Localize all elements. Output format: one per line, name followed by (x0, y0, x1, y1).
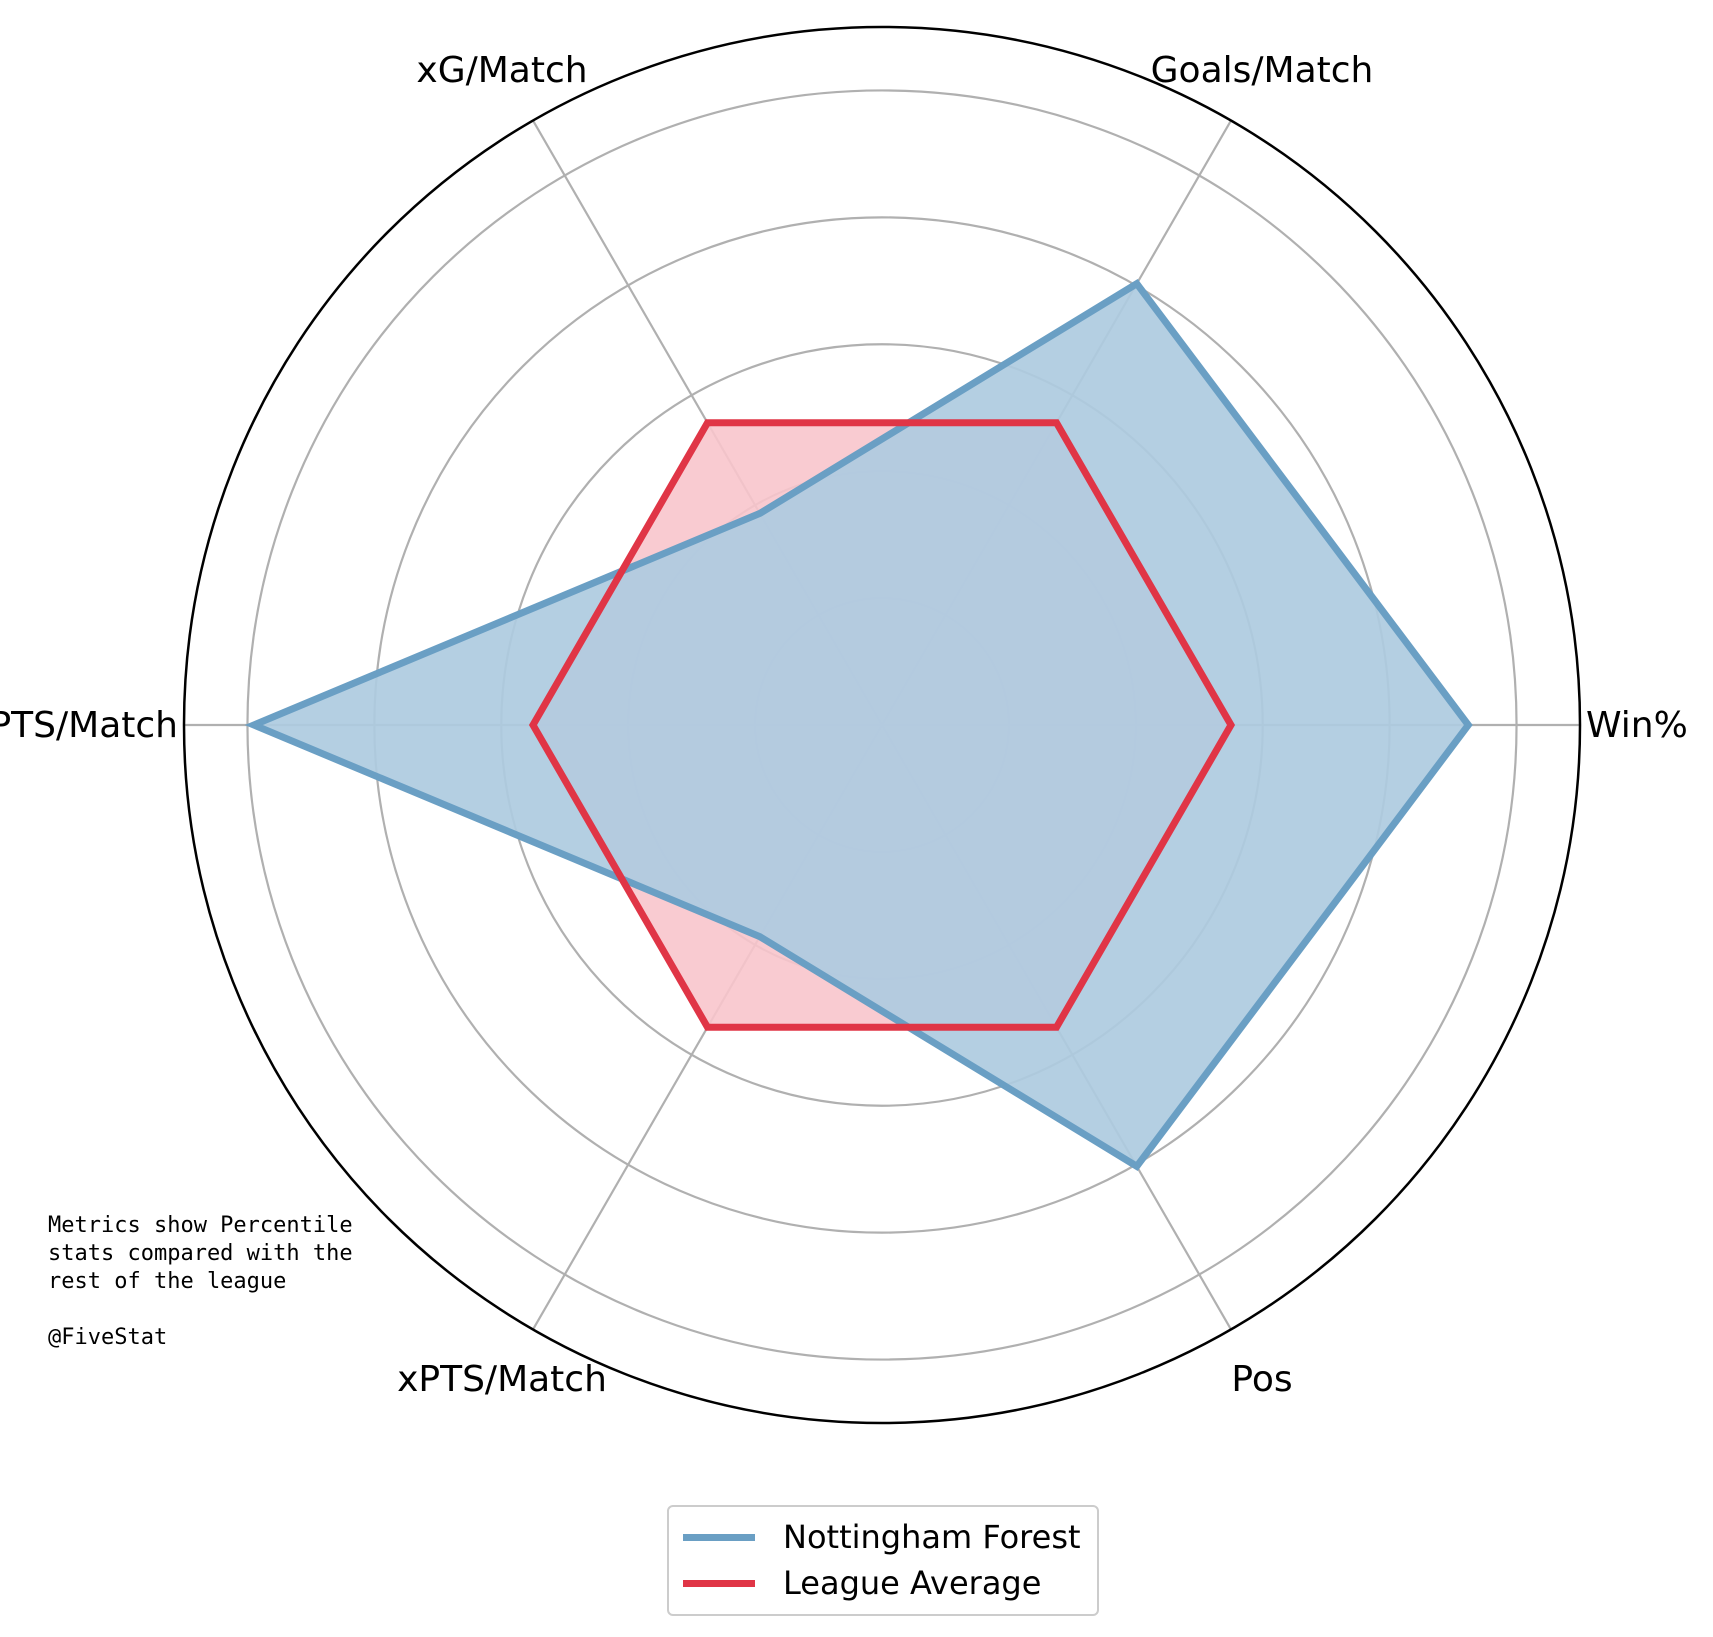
footnote-line-3: rest of the league (48, 1269, 287, 1294)
axis-label-pts-match: PTS/Match (0, 705, 178, 746)
axis-label-goals-match: Goals/Match (1151, 50, 1374, 91)
series-layer (244, 279, 1473, 1171)
legend: Nottingham Forest League Average (667, 1505, 1099, 1616)
legend-swatch-nottingham-forest (683, 1533, 755, 1541)
footnote-line-1: Metrics show Percentile (48, 1213, 353, 1238)
axis-labels: Win% Goals/Match xG/Match PTS/Match xPTS/Mat… (0, 50, 1688, 1400)
footnote-credit: @FiveStat (48, 1325, 168, 1350)
axis-label-win-: Win% (1586, 705, 1688, 746)
legend-label: League Average (783, 1564, 1042, 1602)
series-area-overlay (253, 283, 1469, 1167)
legend-item-league-average: League Average (683, 1563, 1041, 1603)
outer-ring (182, 25, 1582, 1425)
axis-label-xpts-match: xPTS/Match (397, 1359, 607, 1400)
legend-label: Nottingham Forest (783, 1518, 1081, 1556)
footnote: Metrics show Percentile stats compared w… (48, 1212, 353, 1352)
legend-item-nottingham-forest: Nottingham Forest (683, 1517, 1081, 1557)
series-area-nottingham-forest (253, 283, 1469, 1167)
axis-label-pos: Pos (1231, 1359, 1292, 1400)
footnote-line-2: stats compared with the (48, 1241, 353, 1266)
axis-label-xg-match: xG/Match (416, 50, 587, 91)
legend-swatch-league-average (683, 1579, 755, 1587)
